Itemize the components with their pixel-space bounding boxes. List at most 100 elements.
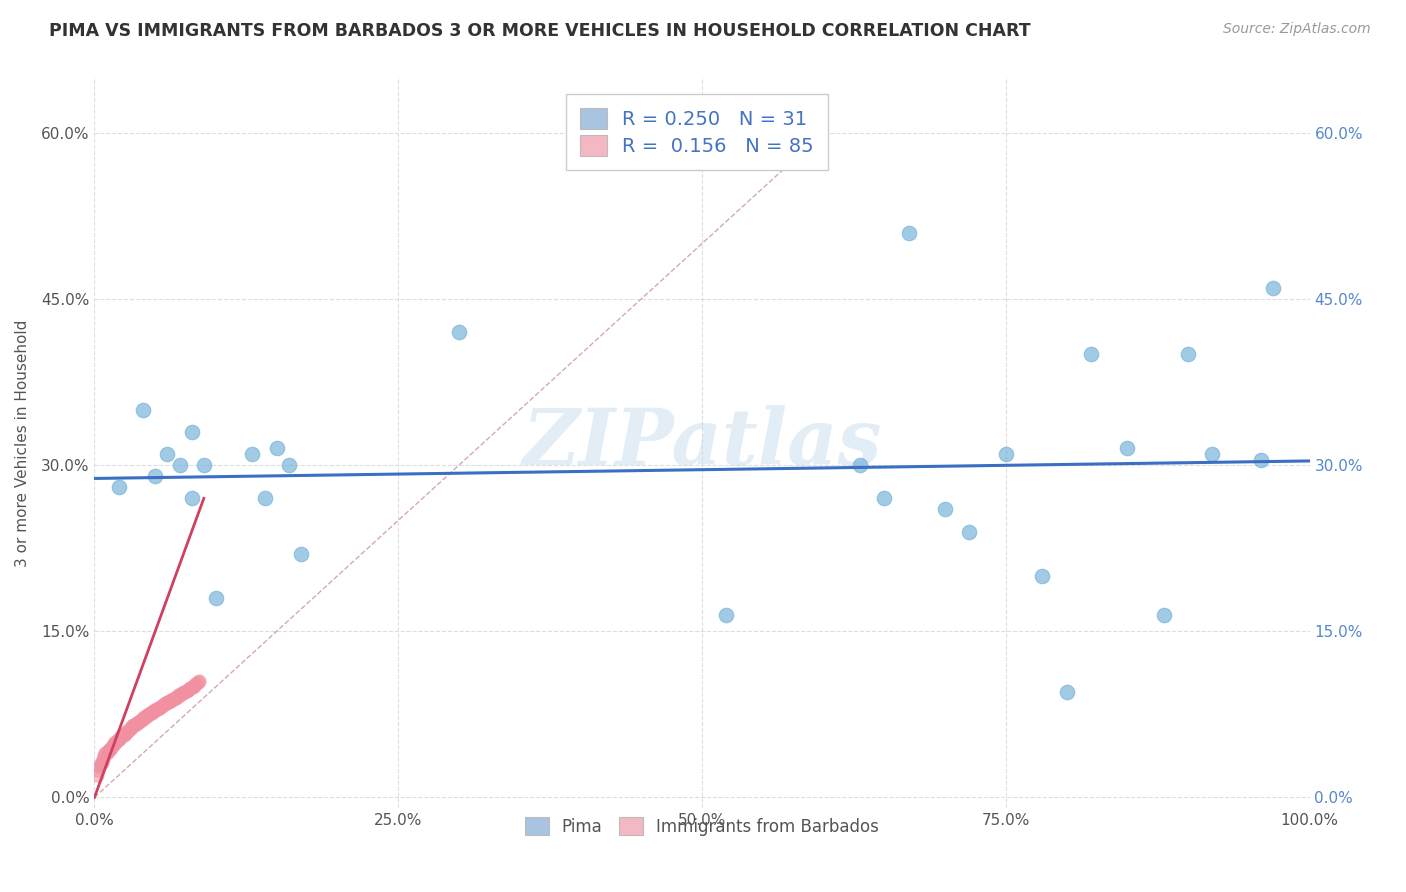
Point — [1080, 347, 1102, 361]
Point — [138, 707, 160, 722]
Point — [180, 491, 202, 506]
Point — [186, 676, 208, 690]
Point — [957, 524, 980, 539]
Point — [107, 480, 129, 494]
Point — [91, 751, 114, 765]
Point — [87, 763, 110, 777]
Point — [181, 680, 204, 694]
Point — [1201, 447, 1223, 461]
Point — [1056, 685, 1078, 699]
Point — [139, 706, 162, 721]
Point — [132, 402, 155, 417]
Point — [180, 680, 202, 694]
Point — [152, 698, 174, 712]
Point — [156, 447, 179, 461]
Point — [897, 226, 920, 240]
Point — [121, 719, 143, 733]
Point — [716, 607, 738, 622]
Point — [134, 709, 156, 723]
Point — [159, 694, 181, 708]
Text: PIMA VS IMMIGRANTS FROM BARBADOS 3 OR MORE VEHICLES IN HOUSEHOLD CORRELATION CHA: PIMA VS IMMIGRANTS FROM BARBADOS 3 OR MO… — [49, 22, 1031, 40]
Point — [89, 759, 111, 773]
Point — [187, 675, 209, 690]
Point — [105, 735, 128, 749]
Point — [141, 706, 163, 721]
Point — [136, 708, 159, 723]
Point — [180, 425, 202, 439]
Point — [183, 678, 205, 692]
Text: Source: ZipAtlas.com: Source: ZipAtlas.com — [1223, 22, 1371, 37]
Point — [125, 716, 148, 731]
Point — [103, 737, 125, 751]
Point — [153, 698, 176, 712]
Point — [101, 739, 124, 753]
Point — [111, 730, 134, 744]
Point — [169, 689, 191, 703]
Text: ZIPatlas: ZIPatlas — [522, 405, 882, 481]
Point — [118, 722, 141, 736]
Point — [157, 695, 180, 709]
Point — [290, 547, 312, 561]
Point — [155, 696, 177, 710]
Legend: Pima, Immigrants from Barbados: Pima, Immigrants from Barbados — [517, 809, 887, 844]
Point — [107, 731, 129, 746]
Point — [93, 748, 115, 763]
Point — [166, 690, 188, 704]
Point — [170, 687, 193, 701]
Point — [108, 731, 131, 745]
Point — [120, 721, 142, 735]
Point — [152, 698, 174, 713]
Point — [266, 442, 288, 456]
Point — [169, 458, 191, 472]
Point — [142, 704, 165, 718]
Point — [205, 591, 228, 605]
Point — [107, 732, 129, 747]
Point — [1250, 452, 1272, 467]
Point — [100, 740, 122, 755]
Point — [162, 691, 184, 706]
Point — [97, 744, 120, 758]
Point — [132, 711, 155, 725]
Point — [129, 713, 152, 727]
Point — [110, 730, 132, 744]
Point — [90, 757, 112, 772]
Point — [994, 447, 1017, 461]
Point — [163, 690, 186, 705]
Point — [447, 325, 470, 339]
Point — [146, 702, 169, 716]
Point — [253, 491, 276, 506]
Point — [135, 708, 157, 723]
Point — [96, 746, 118, 760]
Point — [1153, 607, 1175, 622]
Point — [125, 717, 148, 731]
Point — [122, 718, 145, 732]
Point — [934, 502, 956, 516]
Point — [94, 746, 117, 760]
Point — [184, 677, 207, 691]
Point — [156, 695, 179, 709]
Point — [173, 685, 195, 699]
Point — [150, 699, 173, 714]
Point — [131, 713, 153, 727]
Point — [179, 681, 201, 696]
Point — [117, 723, 139, 738]
Point — [143, 469, 166, 483]
Point — [124, 718, 146, 732]
Point — [86, 768, 108, 782]
Point — [127, 714, 149, 729]
Point — [188, 674, 211, 689]
Point — [114, 727, 136, 741]
Point — [143, 704, 166, 718]
Point — [1177, 347, 1199, 361]
Point — [149, 699, 172, 714]
Point — [115, 726, 138, 740]
Point — [849, 458, 872, 472]
Point — [1116, 442, 1139, 456]
Point — [128, 714, 150, 729]
Point — [160, 693, 183, 707]
Y-axis label: 3 or more Vehicles in Household: 3 or more Vehicles in Household — [15, 319, 30, 566]
Point — [1031, 569, 1053, 583]
Point — [170, 686, 193, 700]
Point — [112, 728, 135, 742]
Point — [148, 700, 170, 714]
